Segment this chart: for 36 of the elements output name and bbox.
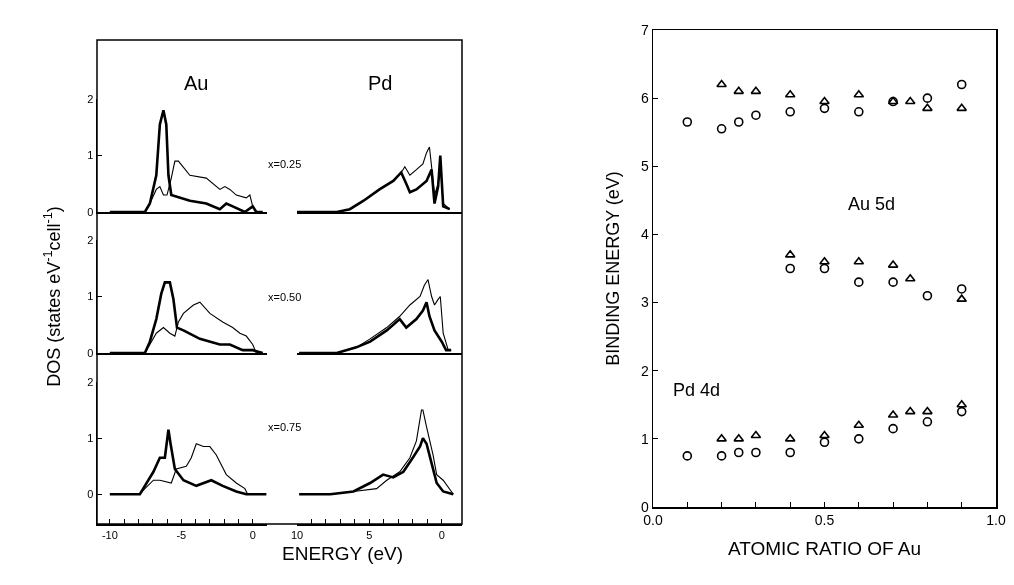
x-tick-label: 0.0 (643, 512, 663, 529)
y-axis-title: BINDING ENERGY (eV) (603, 171, 624, 366)
y-tick-label: 0 (87, 488, 94, 501)
x-tick-label: 0 (249, 528, 256, 541)
y-tick-label: 1 (87, 290, 94, 303)
y-tick-label: 7 (640, 21, 649, 38)
y-tick-label: 1 (87, 149, 94, 162)
x-tick-label: 0 (438, 528, 445, 541)
y-tick-label: 0 (640, 498, 649, 515)
x-tick-label: 0.5 (814, 512, 835, 529)
annotation: x=0.75 (268, 421, 302, 433)
y-tick-label: 2 (640, 362, 649, 379)
y-tick-label: 3 (640, 294, 649, 311)
chart-title: Au (184, 72, 209, 94)
y-tick-label: 2 (87, 233, 94, 246)
x-axis-title: ATOMIC RATIO OF Au (727, 537, 922, 559)
annotation: Pd 4d (673, 380, 721, 400)
x-tick-label: 10 (290, 528, 304, 541)
y-tick-label: 2 (87, 375, 94, 388)
x-axis-title: ENERGY (eV) (282, 543, 404, 564)
x-tick-label: -10 (101, 528, 118, 541)
annotation: Au 5d (848, 194, 896, 214)
x-tick-label: 5 (366, 528, 373, 541)
y-tick-label: 1 (640, 430, 649, 447)
y-tick-label: 0 (87, 346, 94, 359)
annotation: x=0.50 (268, 291, 302, 303)
x-tick-label: -5 (176, 528, 187, 541)
y-tick-label: 6 (640, 90, 649, 107)
y-tick-label: 0 (87, 205, 94, 218)
y-tick-label: 4 (640, 226, 649, 243)
chart-title: Pd (368, 72, 393, 94)
y-tick-label: 1 (87, 431, 94, 444)
annotation: x=0.25 (268, 158, 302, 170)
y-tick-label: 2 (87, 92, 94, 105)
x-tick-label: 1.0 (986, 512, 1006, 529)
y-tick-label: 5 (640, 158, 649, 175)
